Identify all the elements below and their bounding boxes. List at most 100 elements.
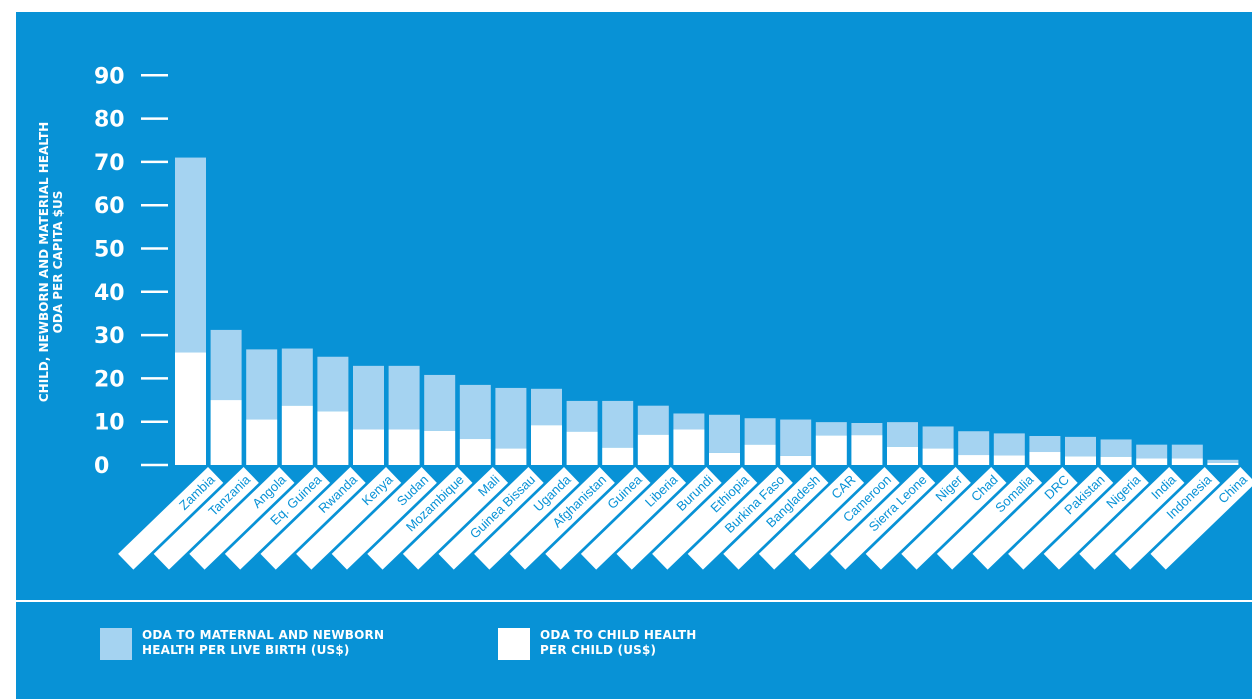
bar-segment-child-health — [958, 455, 990, 465]
bar-segment-maternal-newborn — [851, 422, 883, 436]
bar-segment-maternal-newborn — [780, 419, 812, 456]
bar-segment-child-health — [1100, 456, 1132, 465]
legend-swatch-maternal-newborn — [100, 628, 132, 660]
category-tag-background — [723, 467, 829, 570]
category-tag-background — [1150, 467, 1252, 570]
y-tick-label: 0 — [94, 454, 109, 479]
bar-segment-maternal-newborn — [175, 157, 206, 353]
category-tag-background — [758, 467, 865, 570]
bar-segment-maternal-newborn — [993, 433, 1025, 456]
category-tag-background — [865, 467, 971, 570]
bar-segment-child-health — [1207, 462, 1239, 465]
legend-item-maternal-newborn: ODA TO MATERNAL AND NEWBORN HEALTH PER L… — [100, 628, 384, 660]
category-tag-background — [118, 467, 224, 570]
y-axis-title-line: CHILD, NEWBORN AND MATERIAL HEALTH — [37, 122, 51, 402]
y-tick-label: 30 — [94, 324, 125, 349]
y-tick-label: 70 — [94, 151, 125, 176]
bar-segment-child-health — [887, 446, 918, 465]
bar-segment-maternal-newborn — [958, 431, 990, 456]
bar-segment-child-health — [1136, 458, 1168, 465]
legend-label-line: HEALTH PER LIVE BIRTH (US$) — [142, 643, 350, 657]
bar-segment-child-health — [673, 429, 705, 465]
bar-segment-child-health — [709, 452, 740, 465]
bar-segment-maternal-newborn — [566, 400, 598, 432]
y-axis-title-line: ODA PER CAPITA $US — [51, 191, 65, 334]
bar-segment-child-health — [922, 448, 954, 465]
category-tag-background — [901, 467, 1007, 570]
y-tick-label: 50 — [94, 238, 125, 263]
bar-segment-child-health — [210, 400, 242, 465]
bar-segment-child-health — [531, 425, 562, 465]
category-tag-background — [367, 467, 473, 570]
bar-segment-child-health — [281, 405, 313, 465]
bar-segment-child-health — [495, 448, 527, 465]
bar-segment-maternal-newborn — [637, 405, 669, 435]
bar-segment-maternal-newborn — [673, 413, 705, 430]
category-tag-background — [296, 467, 402, 570]
bar-segment-maternal-newborn — [246, 349, 278, 420]
bar-segment-maternal-newborn — [495, 387, 527, 449]
bar-segment-child-health — [993, 455, 1025, 465]
bar-segment-maternal-newborn — [353, 365, 384, 430]
chart-panel: CHILD, NEWBORN AND MATERIAL HEALTH ODA PE… — [16, 12, 1252, 699]
bar-segment-child-health — [1171, 458, 1203, 465]
bars — [175, 157, 1239, 465]
category-tag-background — [1079, 467, 1185, 570]
bar-segment-child-health — [1065, 456, 1096, 465]
category-tag-background — [438, 467, 544, 570]
bar-segment-maternal-newborn — [744, 418, 776, 445]
category-tag-background — [794, 467, 900, 570]
bar-segment-maternal-newborn — [424, 374, 456, 431]
category-tag-background — [652, 467, 758, 570]
category-tag-background — [1008, 467, 1114, 570]
category-tag-background — [260, 467, 366, 570]
bar-segment-maternal-newborn — [1029, 435, 1061, 453]
bar-segment-child-health — [815, 435, 847, 465]
divider — [0, 600, 1252, 602]
bar-segment-maternal-newborn — [1136, 444, 1168, 459]
bar-segment-maternal-newborn — [281, 348, 313, 406]
bar-segment-child-health — [1029, 452, 1061, 465]
legend-label-child-health: ODA TO CHILD HEALTH PER CHILD (US$) — [540, 628, 697, 658]
bar-segment-maternal-newborn — [459, 384, 491, 440]
bar-segment-child-health — [744, 444, 776, 465]
bar-segment-maternal-newborn — [1207, 459, 1239, 463]
bar-segment-child-health — [388, 429, 420, 465]
category-tag-background — [153, 467, 259, 570]
bar-segment-child-health — [353, 429, 384, 465]
legend-item-child-health: ODA TO CHILD HEALTH PER CHILD (US$) — [498, 628, 697, 660]
bar-segment-child-health — [424, 430, 456, 465]
bar-segment-maternal-newborn — [531, 388, 562, 426]
category-tag-background — [474, 467, 580, 570]
category-tag-background — [580, 467, 687, 570]
bar-segment-maternal-newborn — [210, 329, 242, 401]
bar-segment-maternal-newborn — [887, 422, 918, 447]
bar-segment-child-health — [780, 455, 812, 465]
bar-segment-maternal-newborn — [602, 400, 634, 448]
bar-segment-child-health — [602, 447, 634, 465]
y-tick-label: 20 — [94, 367, 125, 392]
category-tag-background — [1043, 467, 1149, 570]
bar-segment-maternal-newborn — [1171, 444, 1203, 459]
category-tag-background — [830, 467, 936, 570]
legend-label-line: ODA TO MATERNAL AND NEWBORN — [142, 628, 385, 642]
bar-segment-maternal-newborn — [1100, 439, 1132, 457]
category-tag-background — [509, 467, 615, 570]
category-tag-background — [189, 467, 295, 570]
bar-segment-child-health — [317, 411, 349, 465]
stacked-bar-chart: CHILD, NEWBORN AND MATERIAL HEALTH ODA PE… — [37, 64, 1252, 570]
bar-segment-child-health — [637, 434, 669, 465]
legend-label-line: PER CHILD (US$) — [540, 643, 657, 657]
category-tag-background — [936, 467, 1043, 570]
category-tag-background — [224, 467, 331, 570]
bar-segment-maternal-newborn — [388, 365, 420, 430]
bar-segment-child-health — [851, 435, 883, 465]
category-tag-background — [972, 467, 1078, 570]
category-tag-background — [1114, 467, 1221, 570]
y-axis: 0 10 20 30 40 50 60 70 80 90 — [94, 64, 168, 479]
legend-label-maternal-newborn: ODA TO MATERNAL AND NEWBORN HEALTH PER L… — [142, 628, 384, 658]
category-tag-background — [616, 467, 722, 570]
y-tick-label: 40 — [94, 281, 125, 306]
bar-segment-child-health — [566, 431, 598, 465]
